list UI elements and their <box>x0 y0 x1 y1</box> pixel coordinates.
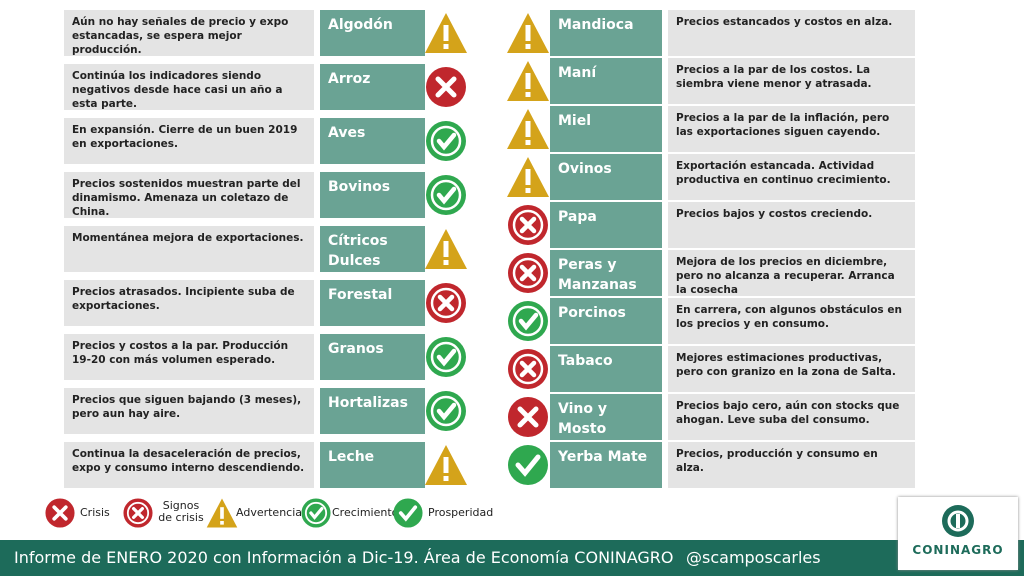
row-description: Precios sostenidos muestran parte del di… <box>64 172 314 218</box>
row-description: Precios a la par de los costos. La siemb… <box>668 58 915 104</box>
row-name: Granos <box>320 334 425 380</box>
row-description: Precios estancados y costos en alza. <box>668 10 915 56</box>
row-description: Continúa los indicadores siendo negativo… <box>64 64 314 110</box>
row-description: Precios que siguen bajando (3 meses), pe… <box>64 388 314 434</box>
status-icon <box>424 173 468 217</box>
legend-label: Prosperidad <box>428 506 494 519</box>
row-name: Mandioca <box>550 10 662 56</box>
row-name: Cítricos Dulces <box>320 226 425 272</box>
legend-label: Advertencia <box>236 506 303 519</box>
row-description: Precios y costos a la par. Producción 19… <box>64 334 314 380</box>
row-name: Algodón <box>320 10 425 56</box>
legend-label: Crecimiento <box>332 506 399 519</box>
row-description: En carrera, con algunos obstáculos en lo… <box>668 298 915 344</box>
status-icon <box>300 497 332 529</box>
row-name: Leche <box>320 442 425 488</box>
status-icon <box>506 59 550 103</box>
row-description: Exportación estancada. Actividad product… <box>668 154 915 200</box>
row-name: Arroz <box>320 64 425 110</box>
status-icon <box>506 203 550 247</box>
status-icon <box>206 497 238 529</box>
row-description: Aún no hay señales de precio y expo esta… <box>64 10 314 56</box>
status-icon <box>424 119 468 163</box>
logo-mark <box>942 505 974 537</box>
status-icon <box>424 11 468 55</box>
row-name: Yerba Mate <box>550 442 662 488</box>
row-description: Precios bajos y costos creciendo. <box>668 202 915 248</box>
row-description: En expansión. Cierre de un buen 2019 en … <box>64 118 314 164</box>
status-icon <box>424 335 468 379</box>
footer-text: Informe de ENERO 2020 con Información a … <box>14 548 674 567</box>
legend-label: Signos de crisis <box>158 499 204 524</box>
status-icon <box>506 443 550 487</box>
row-name: Vino y Mosto <box>550 394 662 440</box>
status-icon <box>506 11 550 55</box>
row-description: Precios, producción y consumo en alza. <box>668 442 915 488</box>
status-icon <box>506 347 550 391</box>
row-description: Precios a la par de la inflación, pero l… <box>668 106 915 152</box>
status-icon <box>424 443 468 487</box>
row-description: Mejores estimaciones productivas, pero c… <box>668 346 915 392</box>
logo: CONINAGRO <box>898 497 1018 570</box>
row-name: Bovinos <box>320 172 425 218</box>
legend-label: Crisis <box>80 506 110 519</box>
status-icon <box>424 65 468 109</box>
row-name: Forestal <box>320 280 425 326</box>
status-icon <box>506 251 550 295</box>
row-name: Papa <box>550 202 662 248</box>
status-icon <box>506 299 550 343</box>
status-icon <box>122 497 154 529</box>
row-description: Precios bajo cero, aún con stocks que ah… <box>668 394 915 440</box>
row-name: Hortalizas <box>320 388 425 434</box>
status-icon <box>506 395 550 439</box>
status-icon <box>424 389 468 433</box>
row-name: Tabaco <box>550 346 662 392</box>
row-name: Peras y Manzanas <box>550 250 662 296</box>
row-name: Ovinos <box>550 154 662 200</box>
footer: Informe de ENERO 2020 con Información a … <box>0 540 1024 576</box>
logo-name: CONINAGRO <box>912 543 1004 557</box>
status-icon <box>424 281 468 325</box>
footer-handle: @scamposcarles <box>686 548 821 567</box>
row-description: Precios atrasados. Incipiente suba de ex… <box>64 280 314 326</box>
status-icon <box>392 497 424 529</box>
row-name: Maní <box>550 58 662 104</box>
status-icon <box>506 155 550 199</box>
row-description: Momentánea mejora de exportaciones. <box>64 226 314 272</box>
status-icon <box>44 497 76 529</box>
row-name: Miel <box>550 106 662 152</box>
row-description: Continua la desaceleración de precios, e… <box>64 442 314 488</box>
status-icon <box>424 227 468 271</box>
status-icon <box>506 107 550 151</box>
row-description: Mejora de los precios en diciembre, pero… <box>668 250 915 296</box>
row-name: Aves <box>320 118 425 164</box>
row-name: Porcinos <box>550 298 662 344</box>
